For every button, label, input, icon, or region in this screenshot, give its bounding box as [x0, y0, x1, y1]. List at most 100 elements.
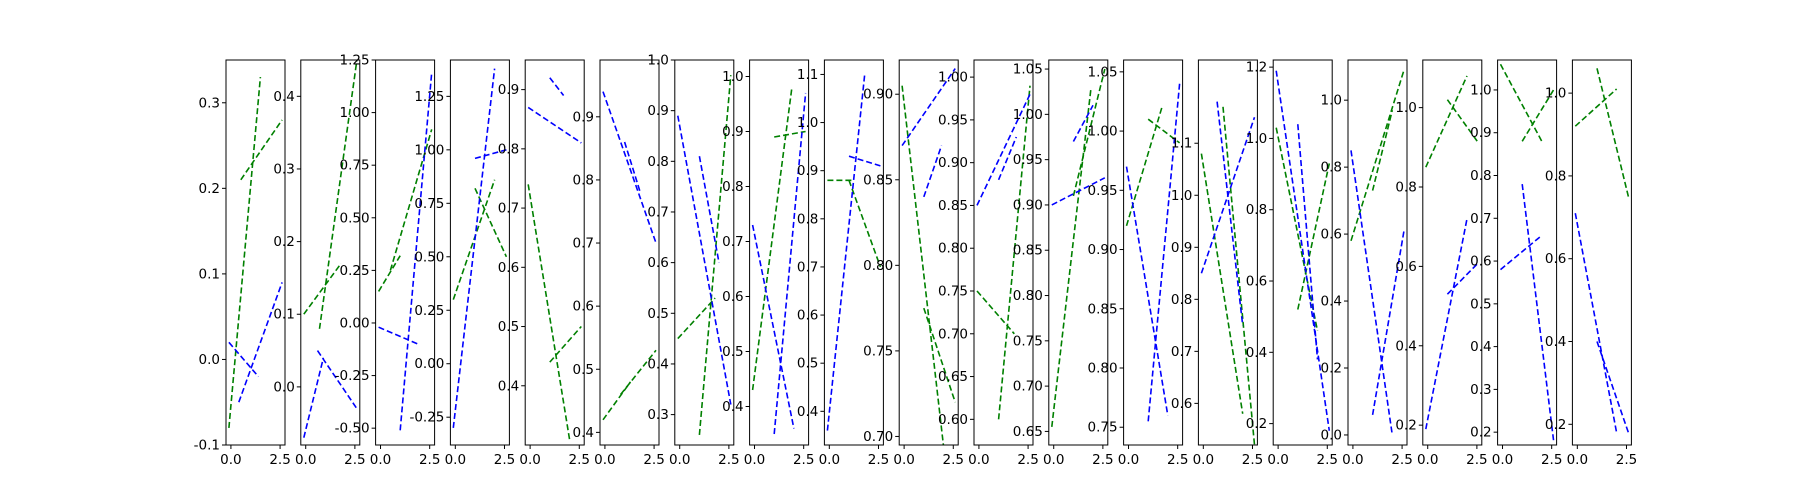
x-tick-label: 2.5 — [569, 452, 590, 468]
y-tick-label: 0.90 — [938, 155, 968, 171]
series-2-segment-1 — [228, 341, 260, 378]
y-tick-label: 0.75 — [1013, 333, 1043, 349]
y-tick-label: 0.1 — [273, 307, 294, 323]
subplot-19: 0.2 0.4 0.6 0.8 1.0 0.0 2.5 — [1545, 59, 1637, 468]
y-tick-label: 1.0 — [797, 115, 818, 131]
plot-frame — [599, 59, 660, 446]
series-1-segment-2 — [1222, 106, 1256, 446]
x-tick-label: 0.0 — [1567, 452, 1588, 468]
x-tick-label: 0.0 — [968, 452, 989, 468]
y-tick-label: 0.8 — [1395, 180, 1416, 196]
plot-frame — [1123, 59, 1184, 446]
subplot-9: 0.4 0.5 0.6 0.7 0.8 0.9 1.0 1.1 0.0 2.5 — [797, 59, 889, 468]
x-tick-label: 2.5 — [1466, 452, 1487, 468]
y-tick-label: 0.6 — [1321, 227, 1342, 243]
y-tick-label: 0.6 — [1470, 254, 1491, 270]
x-tick-label: 0.0 — [519, 452, 540, 468]
y-tick-label: 0.50 — [414, 249, 444, 265]
y-tick-label: 0.3 — [647, 407, 668, 423]
y-tick-label: 0.7 — [1470, 211, 1491, 227]
y-tick-label: -0.1 — [194, 438, 220, 454]
series-2-segment-2 — [1297, 124, 1319, 360]
y-tick-label: 0.70 — [938, 326, 968, 342]
y-tick-label: 0.75 — [938, 284, 968, 300]
series-1-segment-1 — [1200, 153, 1244, 414]
y-tick-label: 0.4 — [797, 404, 818, 420]
series-2-segment-1 — [1275, 70, 1331, 431]
y-tick-label: 0.6 — [1246, 274, 1267, 290]
series-1-segment-1 — [976, 290, 1015, 335]
x-tick-label: 0.0 — [669, 452, 690, 468]
x-tick-label: 0.0 — [1267, 452, 1288, 468]
y-tick-label: 0.5 — [1470, 296, 1491, 312]
x-tick-label: 0.0 — [1492, 452, 1513, 468]
x-tick-label: 0.0 — [1043, 452, 1064, 468]
y-tick-label: 0.6 — [498, 260, 519, 276]
y-tick-label: 1.00 — [340, 105, 370, 121]
series-1-segment-1 — [1275, 127, 1319, 332]
series-1-segment-1 — [452, 179, 496, 300]
y-tick-label: 0.2 — [273, 234, 294, 250]
x-tick-label: 2.5 — [269, 452, 290, 468]
series-2-segment-1 — [1499, 234, 1543, 271]
plot-frame — [300, 59, 361, 446]
plot-frame — [1048, 59, 1109, 446]
series-2-segment-1 — [677, 115, 732, 405]
x-tick-label: 2.5 — [344, 452, 365, 468]
y-tick-label: 0.6 — [797, 308, 818, 324]
y-tick-label: 0.70 — [863, 429, 893, 445]
y-tick-label: 0.95 — [1013, 152, 1043, 168]
plot-frame — [1197, 59, 1258, 446]
y-tick-label: 0.2 — [199, 181, 220, 197]
series-2-segment-2 — [1596, 341, 1630, 433]
y-tick-label: 1.00 — [414, 142, 444, 158]
x-tick-label: 0.0 — [295, 452, 316, 468]
x-tick-label: 2.5 — [1541, 452, 1562, 468]
series-1-segment-1 — [228, 77, 262, 428]
x-tick-label: 2.5 — [1167, 452, 1188, 468]
x-tick-label: 2.5 — [1092, 452, 1113, 468]
y-tick-label: 0.2 — [1246, 416, 1267, 432]
series-2-segment-1 — [1425, 218, 1468, 430]
y-tick-label: 0.7 — [722, 234, 743, 250]
plot-frame — [1497, 59, 1558, 446]
plot-frame — [674, 59, 735, 446]
x-tick-label: 0.0 — [370, 452, 391, 468]
x-tick-label: 2.5 — [793, 452, 814, 468]
y-tick-label: 0.8 — [573, 172, 594, 188]
series-1-segment-2 — [1521, 89, 1555, 142]
plot-frame — [375, 59, 436, 446]
y-tick-label: 0.80 — [938, 241, 968, 257]
subplot-1: -0.10.00.10.20.30.0 2.5 — [194, 59, 291, 468]
y-tick-label: 0.5 — [498, 319, 519, 335]
y-tick-label: 1.1 — [1171, 136, 1192, 152]
x-tick-label: 0.0 — [594, 452, 615, 468]
y-tick-label: 0.0 — [199, 352, 220, 368]
series-2-segment-2 — [474, 149, 507, 160]
y-tick-label: 0.9 — [647, 103, 668, 119]
series-1-segment-2 — [1297, 163, 1331, 310]
y-tick-label: 0.2 — [1470, 425, 1491, 441]
y-tick-label: 0.85 — [938, 198, 968, 214]
y-tick-label: 0.4 — [1545, 334, 1566, 350]
y-tick-label: 0.85 — [1013, 243, 1043, 259]
subplot-14: 0.6 0.7 0.8 0.9 1.0 1.1 0.0 2.5 — [1171, 59, 1263, 468]
y-tick-label: 0.4 — [498, 378, 519, 394]
series-2-segment-1 — [1051, 177, 1106, 206]
y-tick-label: 0.75 — [340, 158, 370, 174]
y-tick-label: 0.5 — [647, 306, 668, 322]
series-1-segment-2 — [549, 325, 582, 363]
series-2-segment-2 — [549, 77, 565, 96]
series-2-segment-2 — [1521, 184, 1555, 441]
series-1-segment-2 — [619, 349, 657, 396]
series-1-segment-1 — [751, 87, 793, 391]
x-tick-label: 2.5 — [494, 452, 515, 468]
plot-frame — [823, 59, 884, 446]
y-tick-label: 0.9 — [1171, 240, 1192, 256]
y-tick-label: 1.00 — [1088, 124, 1118, 140]
y-tick-label: 0.8 — [647, 154, 668, 170]
series-2-segment-1 — [1350, 150, 1394, 436]
series-1-segment-2 — [1371, 110, 1394, 191]
series-1-segment-1 — [1499, 63, 1543, 142]
y-tick-label: 0.95 — [1088, 183, 1118, 199]
